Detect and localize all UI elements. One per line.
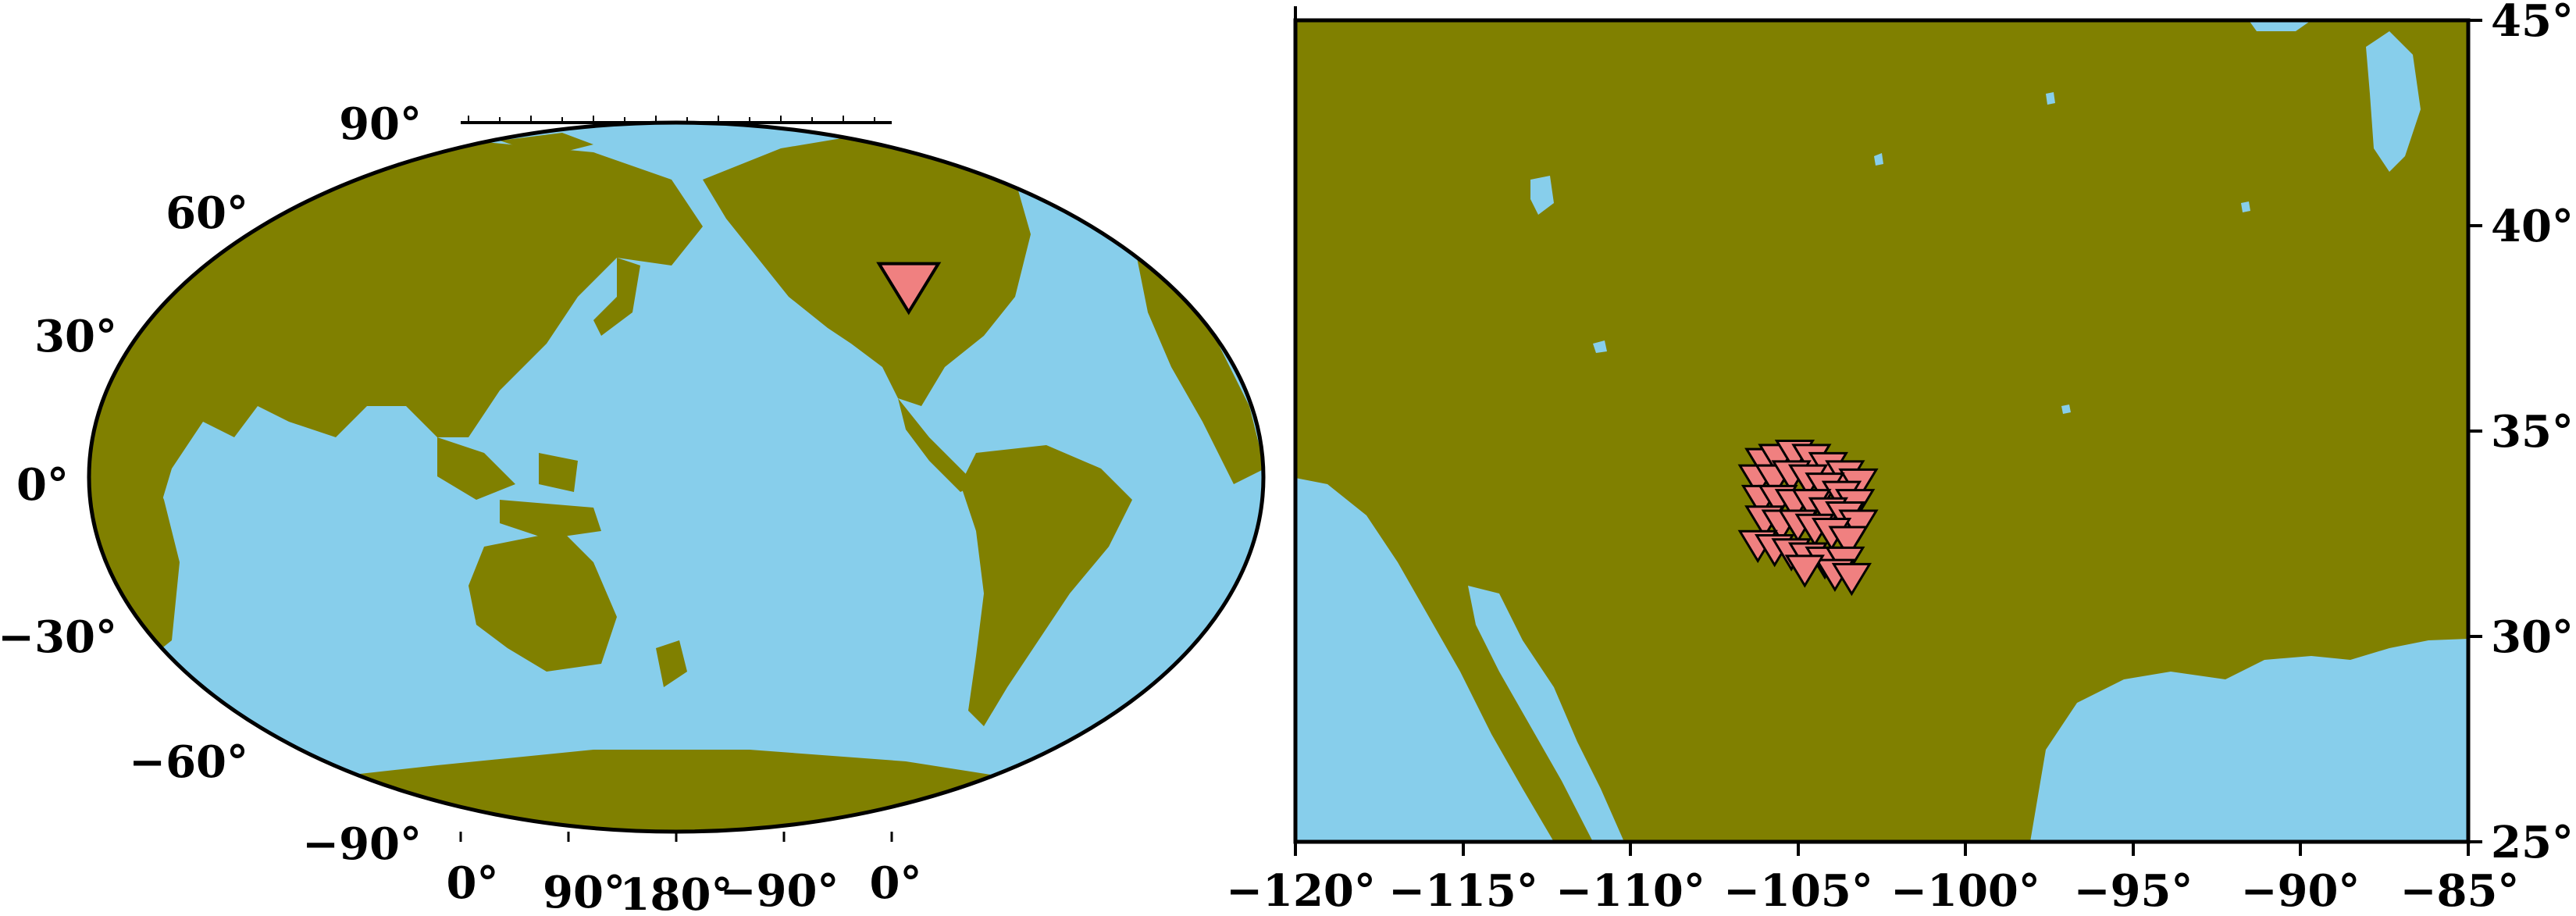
- world-markers: [876, 262, 942, 315]
- world-lon-label: 90°: [543, 867, 625, 916]
- regional-lon-label: −85°: [2400, 865, 2520, 916]
- world-lat-label: 30°: [34, 311, 117, 362]
- station-marker: [1831, 562, 1872, 597]
- regional-lon-label: −115°: [1388, 865, 1538, 916]
- regional-lon-label: −90°: [2241, 865, 2360, 916]
- station-marker: [1828, 526, 1869, 559]
- world-lon-label: 0°: [870, 857, 922, 909]
- regional-water: [1295, 20, 2468, 842]
- world-lon-label: −90°: [720, 865, 839, 916]
- world-event-marker: [876, 262, 942, 315]
- world-lat-label: −90°: [302, 818, 422, 870]
- regional-lat-label: 45°: [2491, 0, 2574, 47]
- regional-lat-labels: 25° 30° 35° 40° 45°: [2491, 0, 2574, 868]
- regional-lon-label: −105°: [1723, 865, 1873, 916]
- world-lon-label: 180°: [620, 869, 733, 916]
- world-lat-label: 0°: [16, 459, 69, 511]
- world-lat-label: 60°: [166, 187, 248, 239]
- regional-lat-label: 40°: [2491, 201, 2574, 252]
- regional-lon-labels: −120° −115° −110° −105° −100° −95° −90° …: [1226, 865, 2519, 916]
- regional-markers: [1737, 440, 1879, 597]
- regional-lon-label: −100°: [1890, 865, 2040, 916]
- regional-lon-label: −95°: [2074, 865, 2193, 916]
- regional-lat-label: 35°: [2491, 406, 2574, 458]
- world-lat-label: −60°: [129, 736, 248, 788]
- station-marker: [1784, 554, 1825, 588]
- regional-lat-label: 25°: [2491, 817, 2574, 868]
- regional-lon-label: −120°: [1226, 865, 1376, 916]
- world-lat-labels: 90° 60° 30° 0° −30° −60° −90°: [0, 98, 422, 870]
- world-lon-label: 0°: [447, 857, 499, 909]
- world-top-ticks: [468, 116, 875, 123]
- world-lon-labels: 0° 90° 180° −90° 0°: [447, 857, 922, 916]
- regional-frame: [1294, 6, 2482, 856]
- regional-lon-label: −110°: [1555, 865, 1705, 916]
- world-bottom-ticks: [459, 832, 893, 842]
- regional-lat-label: 30°: [2491, 611, 2574, 663]
- regional-map: −120° −115° −110° −105° −100° −95° −90° …: [1226, 0, 2574, 916]
- world-lat-label: −30°: [0, 611, 117, 663]
- world-lat-label: 90°: [339, 98, 422, 150]
- world-map: 90° 60° 30° 0° −30° −60° −90° 0° 90° 180…: [0, 98, 1266, 916]
